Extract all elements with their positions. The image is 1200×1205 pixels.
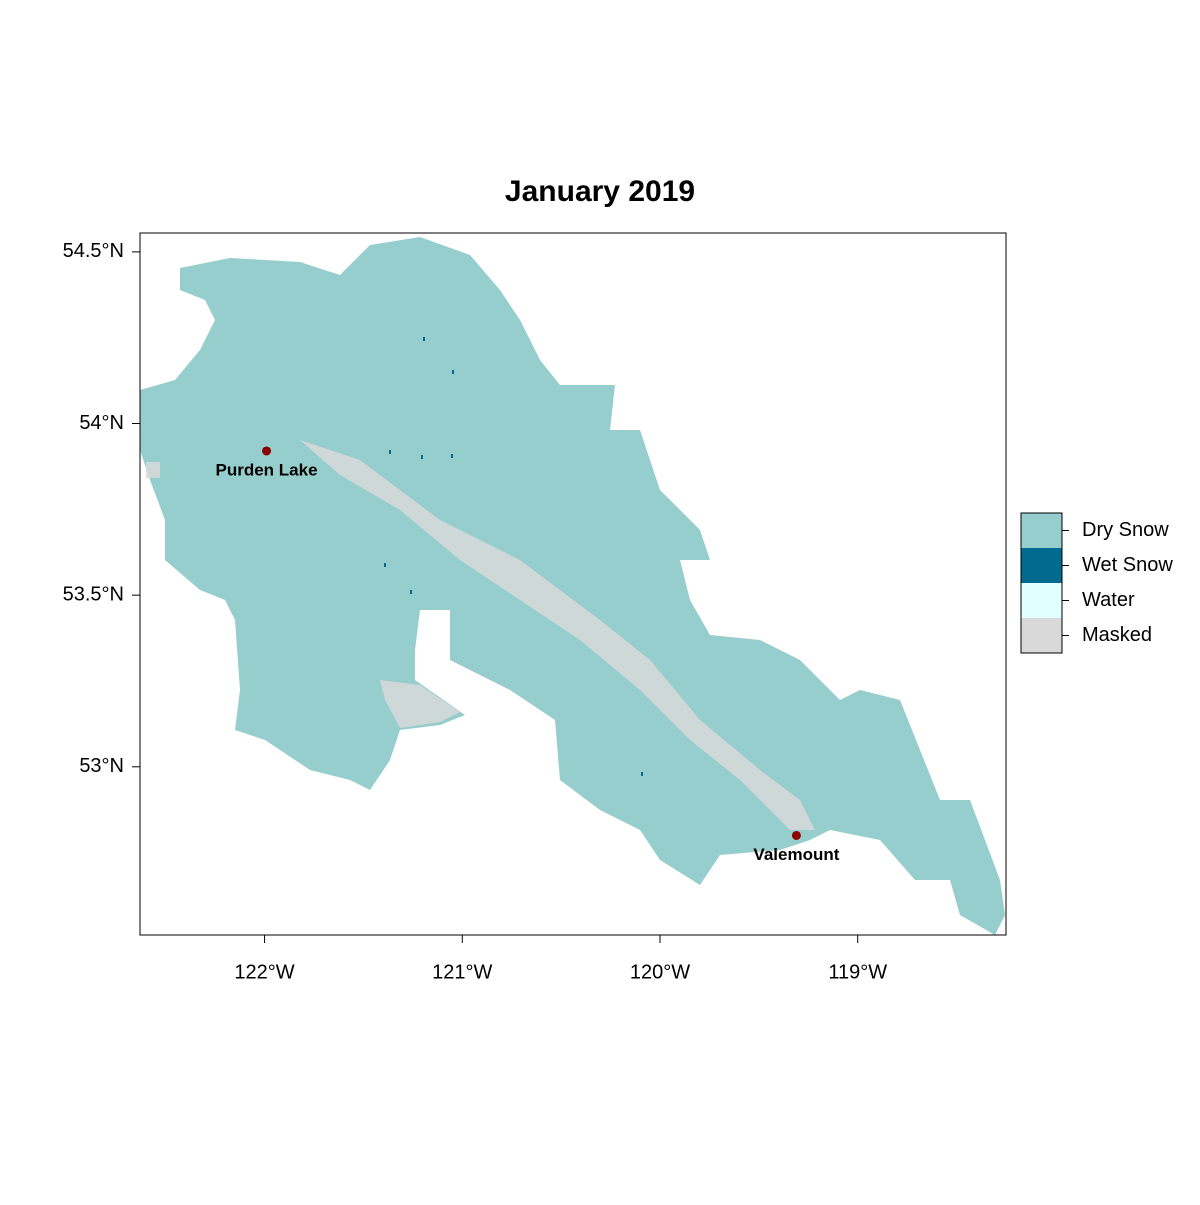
legend-swatch xyxy=(1021,513,1062,548)
map-title: January 2019 xyxy=(505,175,695,208)
watershed xyxy=(140,237,1005,935)
y-tick-label: 53°N xyxy=(79,755,124,777)
legend-label: Wet Snow xyxy=(1082,554,1173,576)
legend-label: Masked xyxy=(1082,624,1152,646)
x-tick-label: 121°W xyxy=(432,961,492,983)
plot-frame xyxy=(139,232,1007,936)
place-label: Valemount xyxy=(753,845,839,864)
legend-label: Water xyxy=(1082,589,1135,611)
place-label: Purden Lake xyxy=(216,460,318,479)
place-point xyxy=(791,830,801,840)
legend-swatch xyxy=(1021,548,1062,583)
x-tick-label: 120°W xyxy=(630,961,690,983)
legend-frame xyxy=(1020,512,1063,654)
legend-label: Dry Snow xyxy=(1082,519,1169,541)
y-tick-label: 54.5°N xyxy=(63,240,124,262)
place-point xyxy=(262,446,272,456)
legend-swatch xyxy=(1021,618,1062,653)
legend-swatch xyxy=(1021,583,1062,618)
region-shape xyxy=(140,237,1005,935)
y-tick-label: 53.5°N xyxy=(63,583,124,605)
x-tick-label: 122°W xyxy=(234,961,294,983)
y-tick-label: 54°N xyxy=(79,412,124,434)
x-tick-label: 119°W xyxy=(828,961,887,983)
